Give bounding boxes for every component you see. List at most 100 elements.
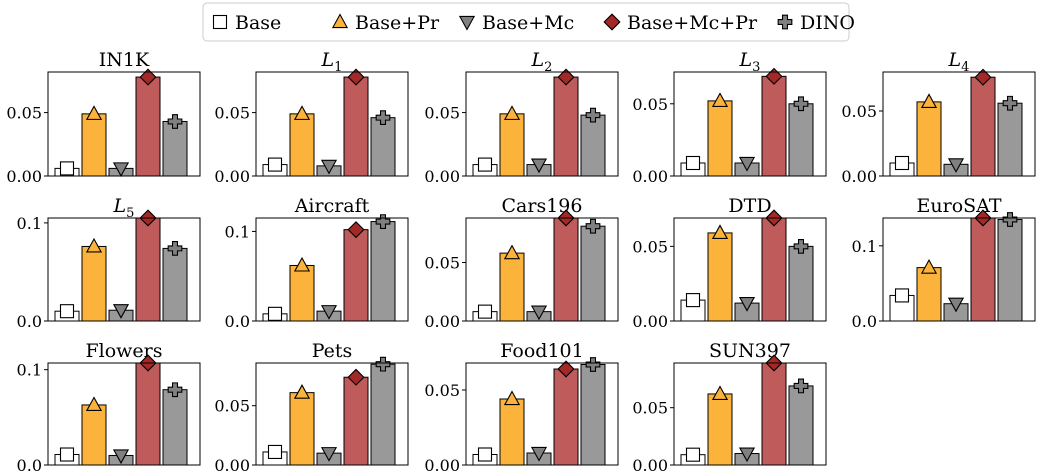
bar: [553, 368, 579, 466]
bar: [343, 229, 369, 322]
axes-frame: [47, 362, 201, 466]
y-tick-label: 0.05: [6, 104, 42, 123]
subplot-title: IN1K: [99, 49, 150, 71]
y-tick-label: 0.0: [225, 312, 250, 331]
y-tick-label: 0.1: [17, 214, 42, 233]
subplot-title: Cars196: [502, 195, 583, 217]
subplot: L5 0.0 0.1: [17, 195, 201, 331]
bar-marker: [167, 241, 183, 256]
legend-marker: [212, 14, 228, 30]
bar: [580, 114, 606, 177]
legend-label: Base: [235, 12, 281, 34]
subplot: SUN397 0.00 0.05: [632, 340, 827, 474]
bar: [788, 385, 814, 466]
y-tick-label: 0.00: [214, 456, 250, 474]
bar-marker: [793, 238, 809, 254]
bar-marker: [920, 259, 938, 274]
bar: [997, 102, 1023, 177]
y-tick-label: 0.1: [852, 237, 877, 256]
bar-marker: [793, 378, 809, 394]
bar: [580, 364, 606, 466]
bar: [135, 217, 161, 322]
y-tick-label: 0.0: [17, 312, 42, 331]
y-tick-label: 0.00: [6, 167, 42, 186]
legend-frame: [202, 2, 850, 42]
bar: [370, 221, 396, 322]
bar: [970, 76, 996, 177]
bar: [761, 362, 787, 466]
bar: [81, 113, 107, 177]
axes-frame: [882, 217, 1036, 322]
bar-marker: [267, 157, 283, 172]
axes-frame: [255, 362, 409, 466]
bar-marker: [320, 305, 338, 320]
bar-marker: [375, 110, 391, 126]
bar-marker: [894, 155, 910, 171]
bar: [707, 100, 733, 177]
bar-marker: [530, 158, 548, 174]
y-tick-label: 0.00: [632, 167, 668, 186]
subplot: Flowers 0.0 0.1: [17, 340, 201, 474]
bar-marker: [503, 244, 521, 260]
bar: [553, 217, 579, 322]
bar-marker: [375, 214, 391, 229]
y-tick-label: 0.00: [424, 456, 460, 474]
bar: [761, 217, 787, 322]
bar-marker: [1002, 212, 1018, 227]
bar-marker: [477, 304, 493, 319]
y-tick-label: 0.00: [841, 167, 877, 186]
legend: Base Base+Pr Base+Mc Base+Mc+Pr DINO: [202, 2, 855, 42]
bar: [997, 219, 1023, 322]
legend-label: Base+Pr: [355, 12, 440, 34]
y-tick-label: 0.0: [852, 312, 877, 331]
bar-marker: [685, 155, 701, 171]
bar: [499, 252, 525, 322]
legend-marker: [458, 15, 476, 31]
bar: [289, 113, 315, 177]
subplot-title: Food101: [500, 340, 583, 362]
legend-label: Base+Mc: [482, 12, 574, 34]
axes-frame: [255, 217, 409, 322]
bar-marker: [477, 157, 493, 172]
y-tick-label: 0.00: [424, 167, 460, 186]
bar: [343, 376, 369, 466]
bar-marker: [947, 158, 965, 173]
bar: [81, 404, 107, 466]
y-tick-label: 0.00: [632, 312, 668, 331]
subplot-grid: IN1K 0.00 0.05 L1 0.00 0.05 L2 0.00 0.05 L3 0.00 0.…: [6, 49, 1036, 474]
bar-marker: [85, 237, 103, 253]
bar-marker: [320, 159, 338, 175]
legend-entry: Base: [212, 12, 281, 34]
bar: [81, 245, 107, 322]
bar-marker: [530, 446, 548, 462]
bar-marker: [585, 357, 601, 372]
subplot: EuroSAT 0.0 0.1: [852, 195, 1036, 331]
bar: [135, 362, 161, 466]
subplot-title: L1: [321, 49, 343, 75]
bar-marker: [477, 447, 493, 462]
bar-marker: [503, 105, 521, 120]
bar-marker: [585, 107, 601, 123]
axes-frame: [255, 71, 409, 177]
bar: [916, 267, 942, 322]
bar: [916, 101, 942, 177]
bar-marker: [738, 156, 756, 172]
axes-frame: [465, 217, 619, 322]
subplot-title: Flowers: [85, 340, 162, 362]
y-tick-label: 0.05: [424, 381, 460, 400]
bar: [788, 103, 814, 177]
bar-marker: [503, 390, 521, 406]
axes-frame: [673, 362, 827, 466]
subplot: Aircraft 0.0 0.1: [225, 195, 409, 331]
axes-frame: [673, 71, 827, 177]
bar: [343, 76, 369, 177]
y-tick-label: 0.05: [424, 253, 460, 272]
bar: [370, 117, 396, 177]
bar-marker: [557, 360, 575, 378]
bar: [162, 120, 188, 177]
bar-marker: [293, 256, 311, 272]
bar-marker: [59, 447, 75, 462]
subplot: Cars196 0.00 0.05: [424, 195, 619, 331]
bar: [970, 217, 996, 322]
